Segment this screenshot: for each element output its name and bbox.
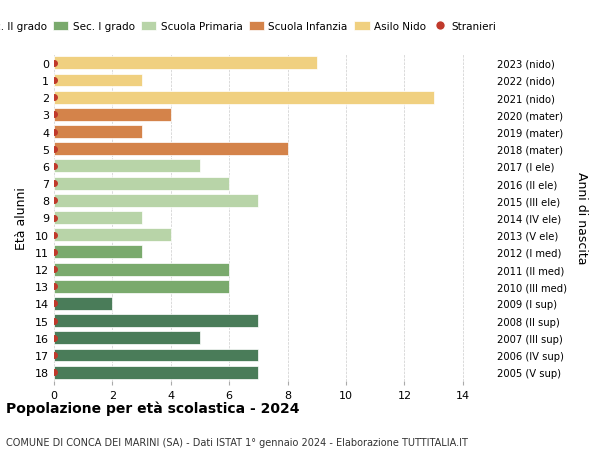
Bar: [54, 160, 200, 173]
Y-axis label: Anni di nascita: Anni di nascita: [575, 172, 587, 264]
Bar: [54, 349, 259, 362]
Legend: Sec. II grado, Sec. I grado, Scuola Primaria, Scuola Infanzia, Asilo Nido, Stran: Sec. II grado, Sec. I grado, Scuola Prim…: [0, 18, 501, 36]
Bar: [54, 74, 142, 87]
Bar: [54, 297, 112, 310]
Bar: [54, 195, 259, 207]
Bar: [54, 366, 259, 379]
Y-axis label: Età alunni: Età alunni: [15, 187, 28, 249]
Bar: [54, 57, 317, 70]
Text: COMUNE DI CONCA DEI MARINI (SA) - Dati ISTAT 1° gennaio 2024 - Elaborazione TUTT: COMUNE DI CONCA DEI MARINI (SA) - Dati I…: [6, 437, 468, 448]
Bar: [54, 91, 434, 104]
Bar: [54, 143, 287, 156]
Bar: [54, 177, 229, 190]
Bar: [54, 332, 200, 345]
Bar: [54, 280, 229, 293]
Bar: [54, 126, 142, 139]
Bar: [54, 263, 229, 276]
Bar: [54, 109, 171, 122]
Bar: [54, 229, 171, 241]
Bar: [54, 314, 259, 327]
Text: Popolazione per età scolastica - 2024: Popolazione per età scolastica - 2024: [6, 401, 299, 415]
Bar: [54, 246, 142, 259]
Bar: [54, 212, 142, 224]
